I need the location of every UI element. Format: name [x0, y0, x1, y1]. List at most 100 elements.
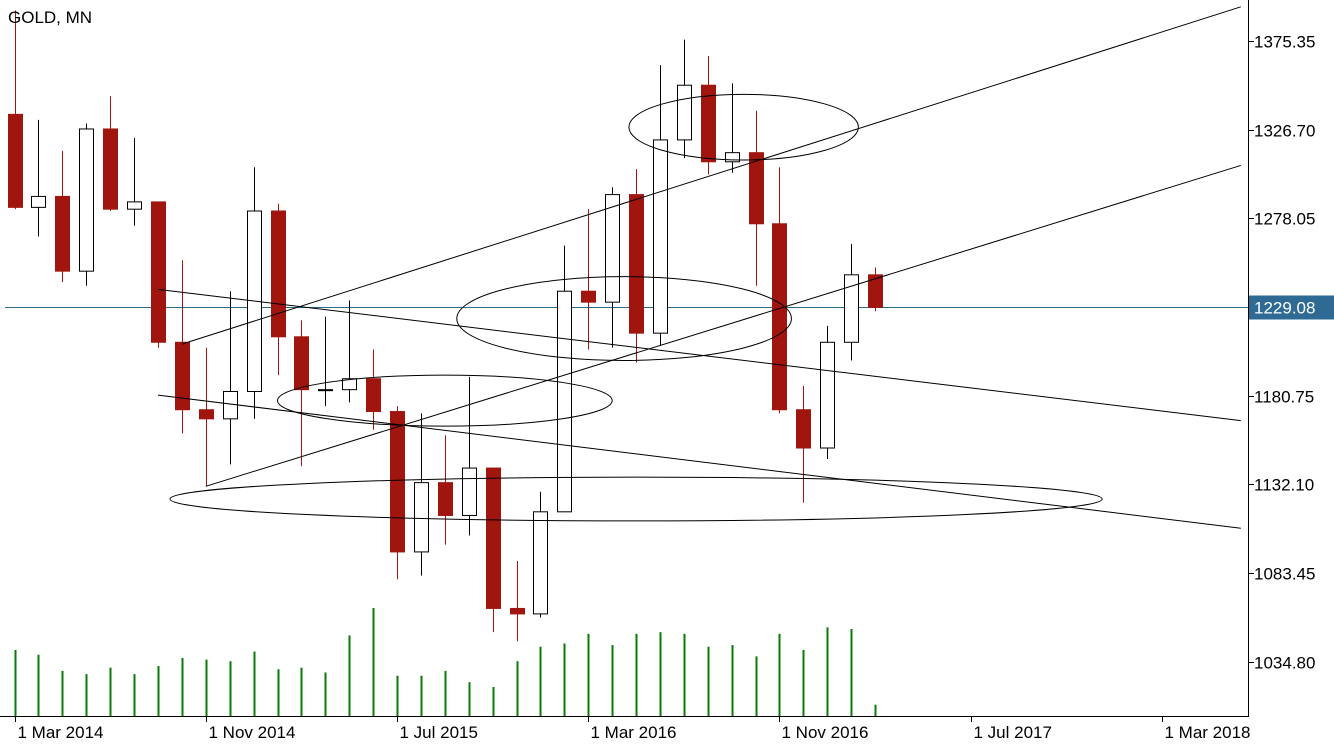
candle-body — [844, 274, 859, 343]
candle-body — [103, 128, 118, 210]
candle-body — [31, 195, 46, 208]
candle-body — [581, 290, 596, 303]
upper-rising-channel-line — [181, 6, 1241, 345]
bear-candle — [151, 201, 166, 348]
time-tick-label: 1 Nov 2016 — [782, 723, 869, 742]
candle-body — [605, 194, 620, 303]
candle-body — [677, 84, 692, 141]
bull-candle — [462, 376, 477, 536]
bear-candle — [868, 267, 883, 312]
candle-body — [796, 409, 811, 449]
time-tick-label: 1 Nov 2014 — [209, 723, 296, 742]
price-tick-label: 1278.05 — [1254, 210, 1315, 229]
bear-candle — [438, 435, 453, 545]
candle-body — [749, 152, 764, 225]
candle-body — [438, 482, 453, 516]
bear-candle — [199, 347, 214, 487]
candle-body — [533, 511, 548, 615]
bull-candle — [653, 65, 668, 346]
bull-candle — [318, 316, 333, 407]
bear-candle — [581, 209, 596, 350]
bear-candle — [103, 96, 118, 212]
bull-candle — [533, 491, 548, 618]
price-tick-label: 1180.75 — [1254, 388, 1314, 407]
candle-body — [294, 336, 309, 391]
candle-body — [199, 409, 214, 420]
lower-rising-channel-line — [205, 164, 1241, 487]
bear-candle — [294, 320, 309, 467]
bear-candle — [8, 10, 23, 210]
bull-candle — [725, 83, 740, 173]
bear-candle — [486, 467, 501, 633]
time-tick-label: 1 Jul 2017 — [974, 723, 1052, 742]
candle-body — [510, 607, 525, 615]
bull-candle — [414, 413, 429, 576]
bull-candle — [844, 243, 859, 361]
lower-falling-line — [157, 394, 1241, 529]
candle-body — [868, 274, 883, 308]
current-price-label-bg — [1249, 295, 1334, 320]
bull-candle — [247, 167, 262, 419]
ellipse-early-2016 — [456, 276, 792, 362]
candle-body — [701, 84, 716, 163]
bear-candle — [390, 406, 405, 580]
candle-body — [629, 194, 644, 334]
bear-candle — [701, 56, 716, 175]
bear-candle — [796, 386, 811, 503]
bear-candle — [366, 349, 381, 430]
bull-candle — [79, 123, 94, 286]
bull-candle — [677, 39, 692, 159]
price-tick-label: 1326.70 — [1254, 122, 1315, 141]
candles — [8, 10, 883, 642]
candle-body — [223, 390, 238, 420]
ellipse-mid-2016 — [628, 93, 859, 161]
candle-body — [820, 341, 835, 449]
bull-candle — [342, 300, 357, 403]
candle-body — [318, 389, 333, 392]
time-tick-label: 1 Jul 2015 — [400, 723, 478, 742]
price-tick-label: 1034.80 — [1254, 654, 1315, 673]
candle-body — [462, 467, 477, 516]
bull-candle — [605, 187, 620, 348]
candle-body — [557, 290, 572, 513]
candle-body — [8, 113, 23, 208]
candle-body — [772, 223, 787, 411]
bull-candle — [820, 325, 835, 459]
candle-body — [79, 128, 94, 272]
candle-body — [271, 210, 286, 338]
time-tick-label: 1 Mar 2018 — [1165, 723, 1251, 742]
ellipse-low-2015 — [169, 476, 1103, 522]
bear-candle — [271, 203, 286, 376]
candle-body — [725, 152, 740, 163]
candle-body — [366, 378, 381, 413]
ellipse-mid-2015 — [277, 374, 613, 427]
bear-candle — [510, 561, 525, 642]
time-tick-label: 1 Mar 2014 — [18, 723, 104, 742]
candle-body — [342, 378, 357, 391]
volume-bars — [14, 608, 877, 716]
candle-body — [127, 201, 142, 210]
candle-body — [653, 139, 668, 334]
bear-candle — [629, 169, 644, 363]
candle-body — [55, 195, 70, 272]
price-tick-label: 1132.10 — [1254, 476, 1314, 495]
candle-body — [414, 482, 429, 553]
candle-body — [151, 201, 166, 343]
candle-body — [175, 341, 190, 411]
drawings — [157, 6, 1241, 529]
bear-candle — [772, 167, 787, 414]
symbol-title: GOLD, MN — [8, 8, 93, 27]
bull-candle — [557, 245, 572, 513]
bull-candle — [127, 138, 142, 226]
candle-body — [486, 467, 501, 609]
price-tick-label: 1083.45 — [1254, 565, 1315, 584]
time-tick-label: 1 Mar 2016 — [591, 723, 677, 742]
upper-falling-line — [157, 288, 1241, 422]
price-tick-label: 1375.35 — [1254, 33, 1315, 52]
bear-candle — [55, 150, 70, 283]
bear-candle — [175, 260, 190, 434]
candle-body — [390, 411, 405, 553]
